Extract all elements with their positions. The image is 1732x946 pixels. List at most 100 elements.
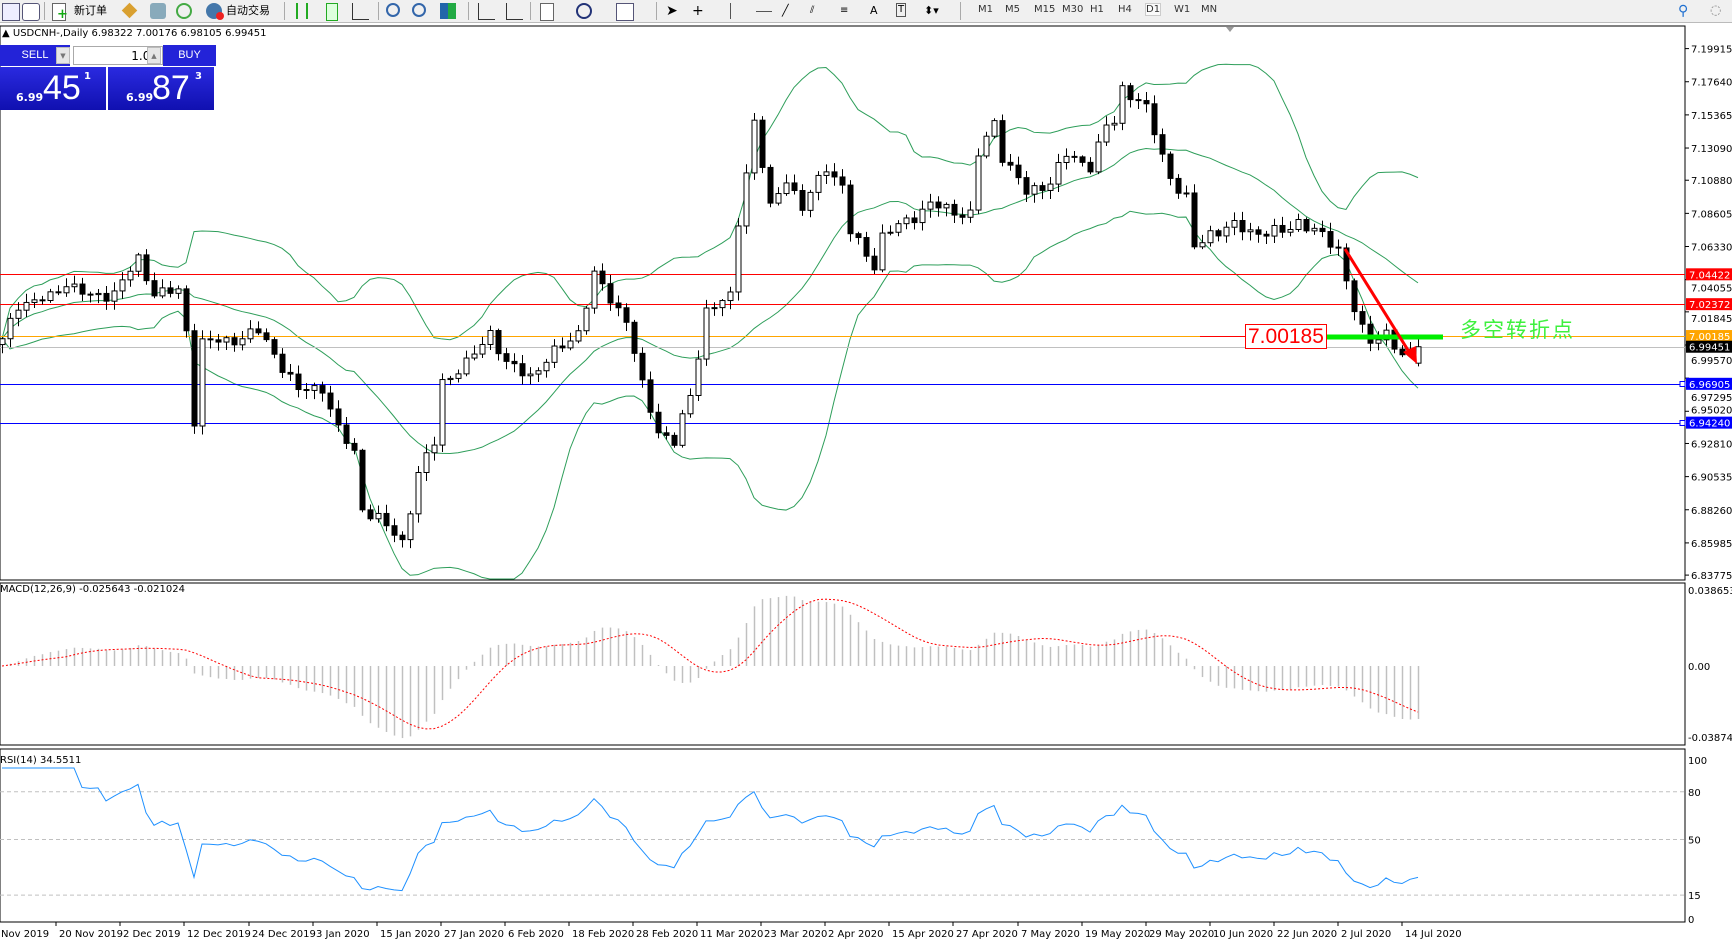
candle-bear <box>303 389 310 392</box>
horizontal-line-icon[interactable] <box>756 11 772 13</box>
one-click-trading-panel: SELL ▼ 1.00 ▲ BUY 6.99 45 1 6.99 87 3 <box>0 45 216 110</box>
candle-bear <box>207 338 214 341</box>
macd-axis-label: -0.038745 <box>1688 733 1732 744</box>
zoom-in-icon[interactable] <box>386 3 400 17</box>
periods-icon[interactable] <box>576 3 592 19</box>
date-axis-label: 10 Jun 2020 <box>1213 929 1273 940</box>
candle-bull <box>1375 339 1382 344</box>
candle-bull <box>1311 227 1318 232</box>
timeframe-mn[interactable]: MN <box>1201 4 1218 15</box>
down-arrow-line[interactable] <box>1343 248 1413 356</box>
date-axis-label: 23 Mar 2020 <box>764 929 827 940</box>
buy-button[interactable]: BUY <box>163 45 216 66</box>
pivot-price-label[interactable]: 7.00185 <box>1245 324 1327 349</box>
level-handle[interactable] <box>1679 420 1686 426</box>
metaeditor-icon[interactable] <box>121 2 138 19</box>
navigator-icon[interactable] <box>150 3 166 19</box>
candle-bear <box>639 352 646 381</box>
buy-price-prefix: 6.99 <box>126 91 154 104</box>
timeframe-d1[interactable]: D1 <box>1144 3 1162 16</box>
tile-windows-icon[interactable] <box>440 3 456 19</box>
lot-increase-button[interactable]: ▲ <box>147 47 161 64</box>
bollinger-middle <box>1 147 1419 455</box>
candle-bear <box>183 288 190 332</box>
candle-bull <box>463 357 470 375</box>
candle-bull <box>1119 85 1126 124</box>
signals-icon[interactable] <box>176 3 192 19</box>
candle-bear <box>255 328 262 334</box>
date-axis-label: 29 May 2020 <box>1149 929 1214 940</box>
crosshair-icon[interactable]: + <box>692 3 704 19</box>
toolbar-separator <box>656 2 657 20</box>
templates-icon[interactable] <box>616 3 634 21</box>
timeframe-m30[interactable]: M30 <box>1062 4 1084 15</box>
rsi-axis-label: 80 <box>1688 788 1701 799</box>
timeframe-h4[interactable]: H4 <box>1118 4 1132 15</box>
trendline-icon[interactable]: ╱ <box>782 4 789 17</box>
chart-shift-icon[interactable] <box>506 3 523 20</box>
indicators-icon[interactable] <box>540 3 554 21</box>
candle-bear <box>287 371 294 375</box>
candle-bull <box>15 309 22 319</box>
candle-bear <box>559 345 566 349</box>
auto-trading-icon[interactable] <box>206 3 224 20</box>
community-icon[interactable]: ◌ <box>1710 3 1722 18</box>
arrows-icon[interactable]: ⬍▾ <box>924 4 939 17</box>
chart-shift-marker[interactable] <box>1226 27 1234 32</box>
auto-trading-button[interactable]: 自动交易 <box>226 4 270 17</box>
price-axis-label: 7.17640 <box>1691 78 1732 89</box>
pivot-annotation-text[interactable]: 多空转折点 <box>1460 318 1575 342</box>
search-icon[interactable]: ⚲ <box>1678 3 1689 19</box>
text-icon[interactable]: A <box>870 4 878 17</box>
candle-bull <box>479 343 486 355</box>
candle-bear <box>647 379 654 413</box>
rsi-label: RSI(14) 34.5511 <box>0 755 82 766</box>
timeframe-h1[interactable]: H1 <box>1090 4 1104 15</box>
bar-chart-icon[interactable] <box>296 3 308 19</box>
macd-axis-label: 0.038653 <box>1688 586 1732 597</box>
lot-decrease-button[interactable]: ▼ <box>56 47 70 64</box>
candle-bear <box>263 332 270 341</box>
text-label-icon[interactable]: T <box>896 3 907 17</box>
candle-bear <box>295 373 302 391</box>
bollinger-lower <box>1 210 1419 580</box>
toolbar-separator <box>378 2 379 20</box>
candle-bear <box>1191 192 1198 248</box>
candle-bear <box>39 299 46 302</box>
candle-bear <box>359 449 366 511</box>
vertical-line-icon[interactable] <box>730 3 732 19</box>
sell-price[interactable]: 6.99 45 1 <box>0 67 106 110</box>
timeframe-w1[interactable]: W1 <box>1174 4 1191 15</box>
candle-bull <box>1295 218 1302 230</box>
fibonacci-icon[interactable]: ≡ <box>840 5 849 16</box>
timeframe-m15[interactable]: M15 <box>1034 4 1056 15</box>
sell-button[interactable]: SELL <box>0 45 70 66</box>
candle-bull <box>7 317 14 340</box>
new-order-icon[interactable]: + <box>52 3 68 21</box>
level-handle[interactable] <box>1679 381 1686 387</box>
date-axis-label: 27 Apr 2020 <box>956 929 1018 940</box>
price-tag-label: 6.96905 <box>1689 380 1730 391</box>
new-order-button[interactable]: 新订单 <box>74 4 107 17</box>
candle-bull <box>967 209 974 218</box>
candlestick-icon[interactable] <box>326 3 338 21</box>
sell-price-prefix: 6.99 <box>16 91 44 104</box>
line-chart-icon[interactable] <box>352 3 369 20</box>
candle-bull <box>135 254 142 272</box>
zoom-out-icon[interactable] <box>412 3 426 17</box>
profiles-icon[interactable] <box>22 3 40 21</box>
candle-bear <box>55 291 62 294</box>
candle-bear <box>1015 164 1022 179</box>
candle-bear <box>383 512 390 527</box>
buy-price[interactable]: 6.99 87 3 <box>108 67 214 110</box>
candle-bull <box>239 338 246 346</box>
equidistant-channel-icon[interactable]: ⫽ <box>810 5 815 16</box>
autoscroll-icon[interactable] <box>478 3 495 20</box>
timeframe-m1[interactable]: M1 <box>978 4 993 15</box>
macd-axis-label: 0.00 <box>1688 662 1710 673</box>
timeframe-m5[interactable]: M5 <box>1005 4 1020 15</box>
cursor-icon[interactable]: ➤ <box>666 3 678 19</box>
date-axis-label: 24 Dec 2019 <box>252 929 316 940</box>
new-chart-icon[interactable] <box>2 3 20 21</box>
